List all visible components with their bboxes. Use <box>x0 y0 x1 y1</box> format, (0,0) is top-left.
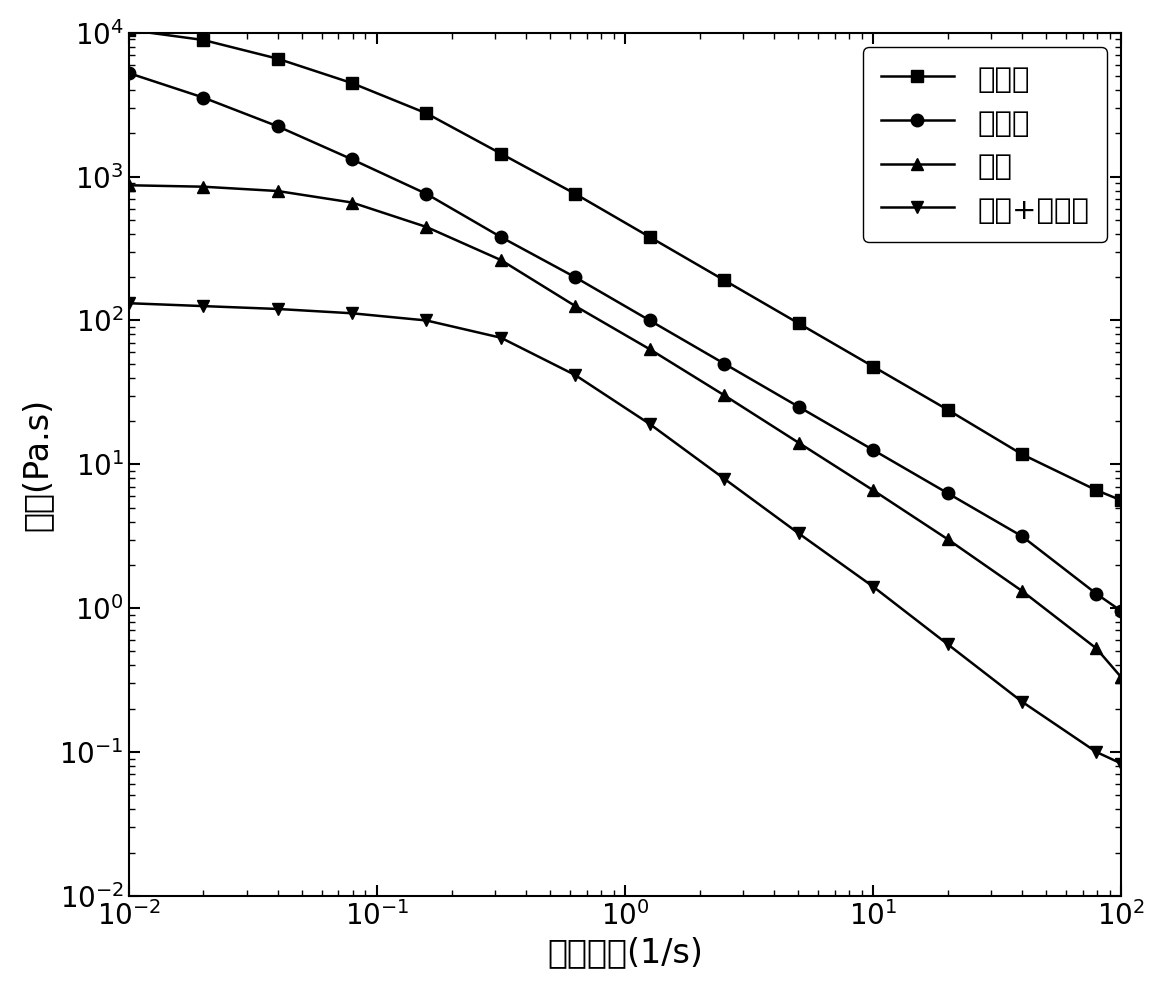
Line: 氧化: 氧化 <box>122 179 1128 683</box>
紫外光 <box>494 231 508 243</box>
原溶液 <box>642 231 656 243</box>
原溶液 <box>420 107 434 119</box>
氧化+紫外光 <box>568 369 582 381</box>
原溶液 <box>345 77 359 89</box>
紫外光 <box>196 91 210 103</box>
氧化 <box>941 534 955 545</box>
紫外光 <box>568 271 582 283</box>
原溶液 <box>196 34 210 46</box>
氧化 <box>1089 643 1103 654</box>
紫外光 <box>345 153 359 165</box>
紫外光 <box>1089 588 1103 600</box>
原溶液 <box>792 318 806 330</box>
氧化 <box>1115 671 1129 683</box>
Line: 紫外光: 紫外光 <box>122 66 1128 618</box>
氧化+紫外光 <box>642 418 656 430</box>
氧化+紫外光 <box>941 639 955 650</box>
紫外光 <box>642 315 656 327</box>
Y-axis label: 粘度(Pa.s): 粘度(Pa.s) <box>21 398 54 531</box>
氧化 <box>866 484 880 496</box>
氧化 <box>420 221 434 233</box>
原溶液 <box>271 52 285 64</box>
氧化+紫外光 <box>1115 757 1129 769</box>
氧化+紫外光 <box>1014 696 1028 708</box>
氧化 <box>345 197 359 209</box>
原溶液 <box>121 24 135 36</box>
原溶液 <box>1089 484 1103 496</box>
紫外光 <box>121 67 135 79</box>
氧化+紫外光 <box>494 332 508 344</box>
紫外光 <box>866 444 880 455</box>
紫外光 <box>717 357 731 369</box>
Legend: 原溶液, 紫外光, 氧化, 氧化+紫外光: 原溶液, 紫外光, 氧化, 氧化+紫外光 <box>863 48 1107 243</box>
Line: 原溶液: 原溶液 <box>122 24 1128 507</box>
氧化+紫外光 <box>420 315 434 327</box>
氧化 <box>568 300 582 312</box>
氧化 <box>792 437 806 448</box>
紫外光 <box>941 487 955 499</box>
氧化+紫外光 <box>121 297 135 309</box>
原溶液 <box>866 360 880 372</box>
原溶液 <box>1115 494 1129 506</box>
Line: 氧化+紫外光: 氧化+紫外光 <box>122 297 1128 770</box>
氧化 <box>717 389 731 401</box>
紫外光 <box>1115 605 1129 617</box>
氧化 <box>1014 585 1028 597</box>
氧化+紫外光 <box>1089 746 1103 758</box>
紫外光 <box>271 121 285 133</box>
原溶液 <box>494 148 508 159</box>
氧化 <box>196 181 210 193</box>
紫外光 <box>1014 531 1028 543</box>
氧化 <box>642 344 656 355</box>
氧化 <box>271 185 285 197</box>
氧化 <box>121 179 135 191</box>
氧化+紫外光 <box>792 528 806 540</box>
氧化+紫外光 <box>196 300 210 312</box>
原溶液 <box>941 404 955 416</box>
原溶液 <box>568 188 582 200</box>
原溶液 <box>1014 448 1028 460</box>
原溶液 <box>717 274 731 286</box>
X-axis label: 剪切速率(1/s): 剪切速率(1/s) <box>547 937 703 969</box>
氧化+紫外光 <box>271 303 285 315</box>
氧化+紫外光 <box>717 473 731 485</box>
氧化 <box>494 254 508 266</box>
氧化+紫外光 <box>866 581 880 593</box>
紫外光 <box>420 188 434 200</box>
氧化+紫外光 <box>345 307 359 319</box>
紫外光 <box>792 401 806 413</box>
